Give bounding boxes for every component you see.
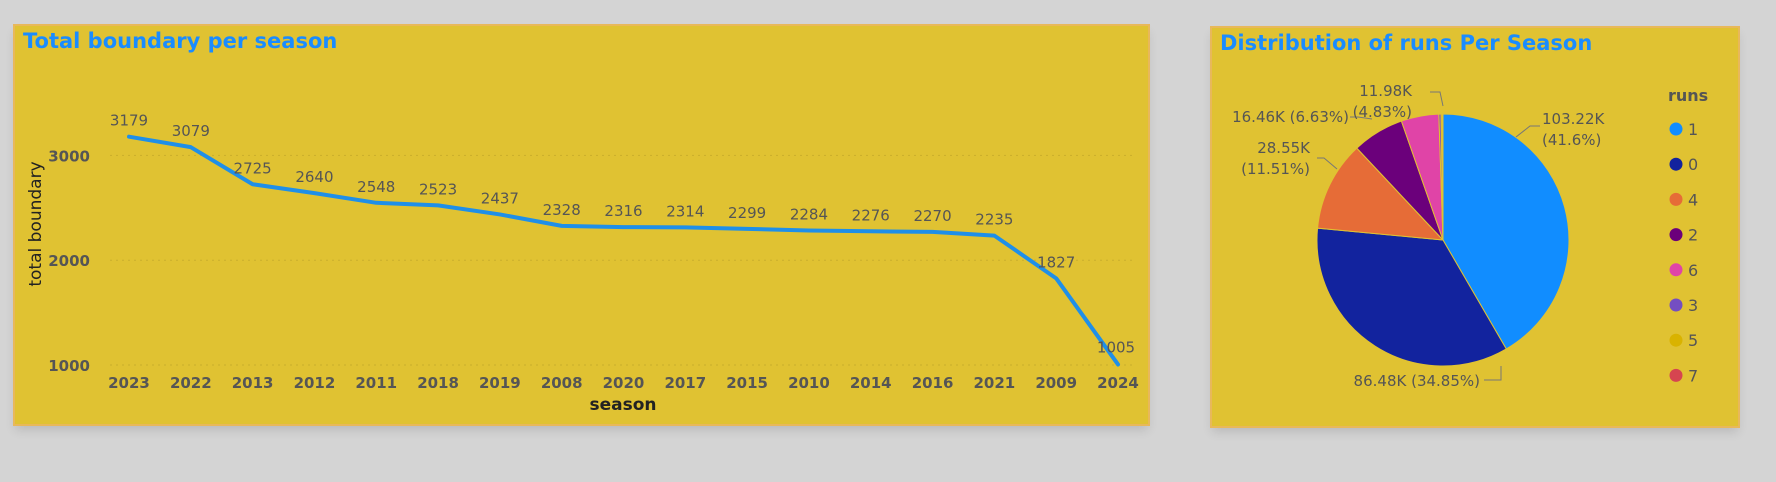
pie-chart-title: Distribution of runs Per Season <box>1220 31 1593 55</box>
pie-data-label: (4.83%) <box>1353 103 1412 121</box>
line-chart-title: Total boundary per season <box>23 29 338 53</box>
leader-line <box>1430 91 1444 107</box>
data-label: 2640 <box>295 168 333 186</box>
x-tick-label: 2016 <box>912 374 954 392</box>
y-axis-label: total boundary <box>26 161 46 286</box>
pie-slice-1 <box>1442 113 1570 350</box>
leader-line <box>1350 116 1373 120</box>
pie-data-label: 16.46K (6.63%) <box>1232 108 1349 126</box>
x-tick-label: 2008 <box>541 374 583 392</box>
data-label: 2548 <box>357 178 395 196</box>
data-label: 2276 <box>852 206 890 224</box>
x-tick-label: 2009 <box>1035 374 1077 392</box>
legend-item-label: 1 <box>1688 120 1698 139</box>
legend-marker-3 <box>1669 298 1683 312</box>
data-label: 2270 <box>913 207 951 225</box>
pie-data-label: 28.55K <box>1257 139 1311 157</box>
y-tick-label: 1000 <box>48 357 90 375</box>
x-tick-label: 2011 <box>355 374 397 392</box>
x-tick-label: 2010 <box>788 374 830 392</box>
data-label: 2523 <box>419 180 457 198</box>
data-label: 2328 <box>543 201 581 219</box>
legend-marker-0 <box>1669 157 1683 171</box>
data-label: 2299 <box>728 204 766 222</box>
y-tick-label: 2000 <box>48 252 90 270</box>
legend-item-label: 2 <box>1688 226 1698 245</box>
legend-item-label: 0 <box>1688 155 1698 174</box>
series-line <box>127 134 1120 367</box>
leader-line <box>1515 125 1540 138</box>
data-label: 3079 <box>172 122 210 140</box>
pie-slice-4 <box>1317 147 1445 241</box>
x-tick-label: 2021 <box>974 374 1016 392</box>
pie-data-label: (41.6%) <box>1542 131 1601 149</box>
y-tick-label: 3000 <box>48 147 90 165</box>
x-tick-label: 2022 <box>170 374 212 392</box>
data-label: 1005 <box>1097 338 1135 356</box>
pie-chart-card: Distribution of runs Per Season 103.22K (… <box>1212 28 1738 426</box>
legend-marker-7 <box>1669 368 1683 382</box>
x-tick-label: 2023 <box>108 374 150 392</box>
pie-data-label: 86.48K (34.85%) <box>1354 372 1480 390</box>
legend-item-label: 4 <box>1688 190 1698 209</box>
legend-marker-6 <box>1669 263 1683 277</box>
x-tick-label: 2012 <box>294 374 336 392</box>
legend-marker-5 <box>1669 333 1683 347</box>
pie-data-label: 11.98K <box>1359 82 1413 100</box>
x-tick-label: 2014 <box>850 374 892 392</box>
legend-item-label: 3 <box>1688 296 1698 315</box>
pie-data-label: 103.22K <box>1542 110 1605 128</box>
legend-title: runs <box>1668 86 1708 105</box>
pie-data-label: (11.51%) <box>1241 160 1310 178</box>
data-label: 2316 <box>604 202 642 220</box>
line-chart-card: Total boundary per season 1000 2000 3000 to… <box>15 26 1148 424</box>
x-tick-label: 2024 <box>1097 374 1139 392</box>
data-label: 2314 <box>666 202 704 220</box>
data-label: 2284 <box>790 205 828 223</box>
legend-item-label: 7 <box>1688 366 1698 385</box>
legend-marker-2 <box>1669 228 1683 242</box>
data-label: 2235 <box>975 211 1013 229</box>
x-tick-label: 2013 <box>232 374 274 392</box>
legend-item-label: 6 <box>1688 261 1698 280</box>
x-tick-label: 2015 <box>726 374 768 392</box>
leader-line <box>1484 366 1502 381</box>
data-label: 2437 <box>481 189 519 207</box>
data-label: 1827 <box>1037 253 1075 271</box>
legend-marker-4 <box>1669 192 1683 206</box>
legend-marker-1 <box>1669 122 1683 136</box>
pie-slice-0 <box>1316 227 1507 367</box>
leader-line <box>1317 157 1338 170</box>
x-tick-label: 2017 <box>664 374 706 392</box>
x-axis-label: season <box>589 395 656 415</box>
x-tick-label: 2019 <box>479 374 521 392</box>
x-tick-label: 2018 <box>417 374 459 392</box>
pie-slice-7 <box>1441 113 1444 241</box>
pie-chart: 103.22K (41.6%) 86.48K (34.85%) 28.55K (11.5… <box>1232 82 1708 390</box>
data-label: 2725 <box>234 159 272 177</box>
data-label: 3179 <box>110 112 148 130</box>
legend-item-label: 5 <box>1688 331 1698 350</box>
x-tick-label: 2020 <box>603 374 645 392</box>
